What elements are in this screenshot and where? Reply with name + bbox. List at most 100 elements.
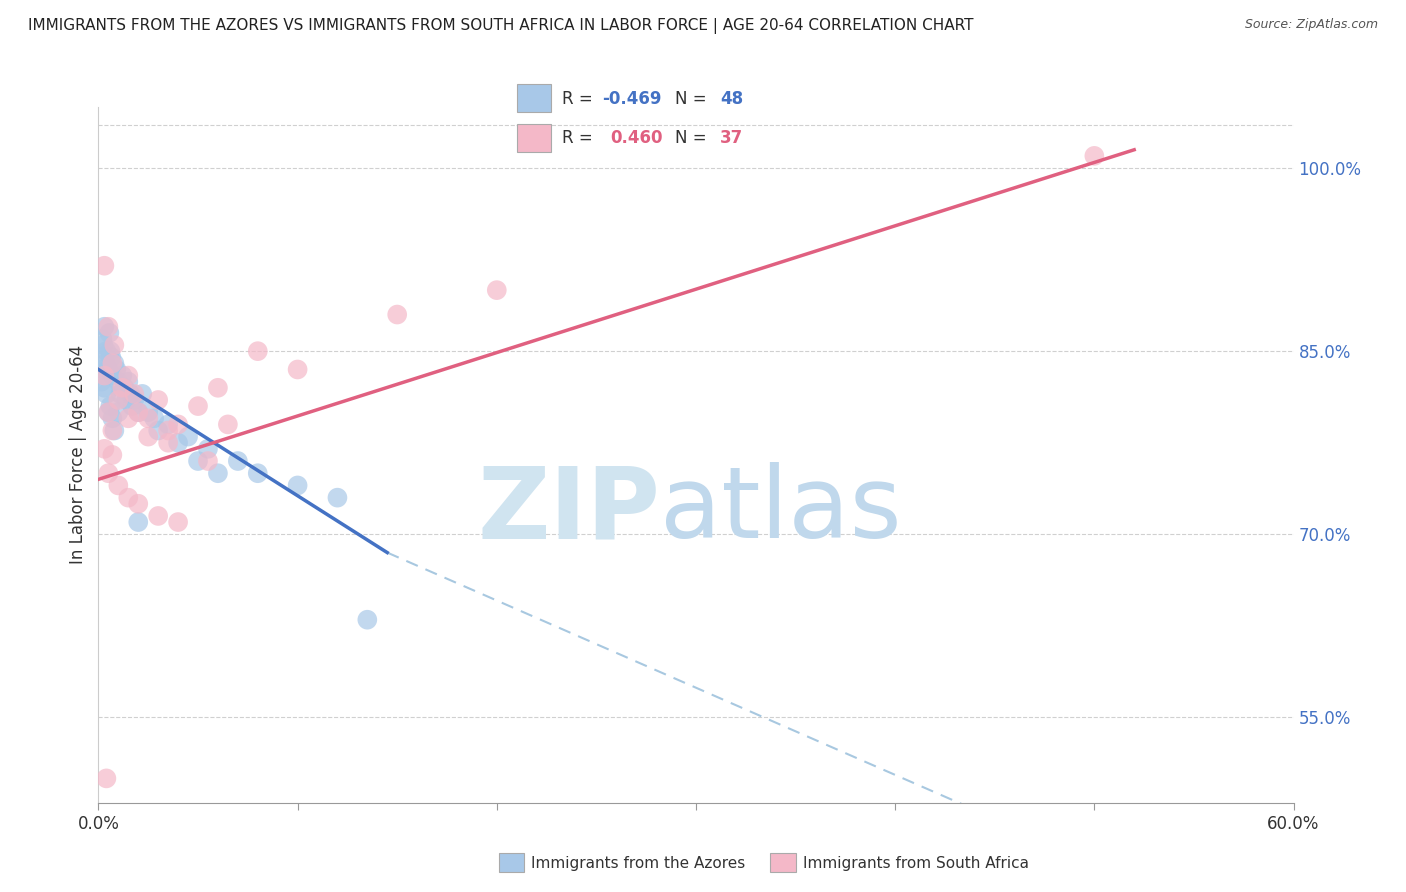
Point	[148, 424, 170, 438]
Point	[287, 478, 309, 492]
Text: N =: N =	[675, 90, 711, 108]
Text: R =: R =	[562, 90, 599, 108]
Point	[326, 491, 349, 505]
Point	[287, 362, 309, 376]
Point	[197, 442, 219, 456]
Point	[485, 283, 508, 297]
Point	[93, 319, 115, 334]
Point	[110, 387, 132, 401]
Point	[117, 411, 139, 425]
Text: 0.460: 0.460	[610, 128, 662, 146]
Bar	[517, 85, 551, 112]
Point	[121, 399, 143, 413]
Point	[143, 411, 166, 425]
Text: R =: R =	[562, 128, 603, 146]
Point	[97, 405, 120, 419]
Point	[207, 467, 229, 481]
Point	[107, 392, 129, 407]
Point	[157, 417, 180, 432]
Point	[93, 259, 115, 273]
Point	[187, 454, 209, 468]
Point	[127, 497, 149, 511]
Text: ZIP: ZIP	[477, 462, 661, 559]
Point	[115, 392, 138, 407]
Point	[157, 424, 180, 438]
Point	[93, 368, 115, 383]
Point	[97, 319, 120, 334]
Point	[90, 351, 112, 365]
Point	[93, 338, 115, 352]
Point	[90, 375, 112, 389]
Point	[91, 332, 114, 346]
Point	[207, 381, 229, 395]
Point	[91, 362, 114, 376]
Point	[187, 399, 209, 413]
Point	[356, 613, 378, 627]
Point	[131, 387, 153, 401]
Point	[97, 405, 120, 419]
Text: atlas: atlas	[661, 462, 901, 559]
Point	[96, 387, 118, 401]
Bar	[517, 124, 551, 152]
Point	[124, 387, 146, 401]
Text: Immigrants from the Azores: Immigrants from the Azores	[531, 856, 745, 871]
Point	[127, 405, 149, 419]
Point	[136, 429, 159, 443]
Point	[111, 381, 134, 395]
Text: Source: ZipAtlas.com: Source: ZipAtlas.com	[1244, 18, 1378, 31]
Point	[98, 326, 121, 340]
Point	[101, 411, 124, 425]
Point	[96, 344, 118, 359]
Point	[107, 375, 129, 389]
Point	[124, 392, 146, 407]
Y-axis label: In Labor Force | Age 20-64: In Labor Force | Age 20-64	[69, 345, 87, 565]
Text: 48: 48	[720, 90, 742, 108]
Point	[107, 405, 129, 419]
Point	[148, 508, 170, 523]
Point	[117, 368, 139, 383]
Text: Immigrants from South Africa: Immigrants from South Africa	[803, 856, 1029, 871]
Text: 37: 37	[720, 128, 744, 146]
Point	[167, 417, 190, 432]
Point	[246, 344, 269, 359]
Point	[197, 454, 219, 468]
Text: N =: N =	[675, 128, 711, 146]
Point	[101, 356, 124, 370]
Point	[93, 381, 115, 395]
Point	[136, 411, 159, 425]
Point	[94, 356, 117, 370]
Point	[177, 429, 200, 443]
Point	[1083, 149, 1105, 163]
Point	[107, 478, 129, 492]
Point	[111, 368, 134, 383]
Point	[103, 338, 125, 352]
Point	[385, 308, 409, 322]
Point	[117, 491, 139, 505]
Point	[101, 368, 124, 383]
Point	[105, 362, 128, 376]
Point	[97, 467, 120, 481]
Point	[98, 399, 122, 413]
Point	[167, 435, 190, 450]
Point	[127, 515, 149, 529]
Point	[96, 772, 118, 786]
Point	[101, 424, 124, 438]
Point	[148, 392, 170, 407]
Point	[167, 515, 190, 529]
Point	[100, 351, 122, 365]
Point	[93, 442, 115, 456]
Point	[127, 405, 149, 419]
Point	[157, 435, 180, 450]
Point	[136, 405, 159, 419]
Point	[103, 424, 125, 438]
Point	[120, 387, 142, 401]
Text: -0.469: -0.469	[602, 90, 661, 108]
Point	[246, 467, 269, 481]
Point	[103, 356, 125, 370]
Text: IMMIGRANTS FROM THE AZORES VS IMMIGRANTS FROM SOUTH AFRICA IN LABOR FORCE | AGE : IMMIGRANTS FROM THE AZORES VS IMMIGRANTS…	[28, 18, 973, 34]
Point	[117, 375, 139, 389]
Point	[101, 448, 124, 462]
Point	[112, 381, 135, 395]
Point	[226, 454, 249, 468]
Point	[97, 362, 120, 376]
